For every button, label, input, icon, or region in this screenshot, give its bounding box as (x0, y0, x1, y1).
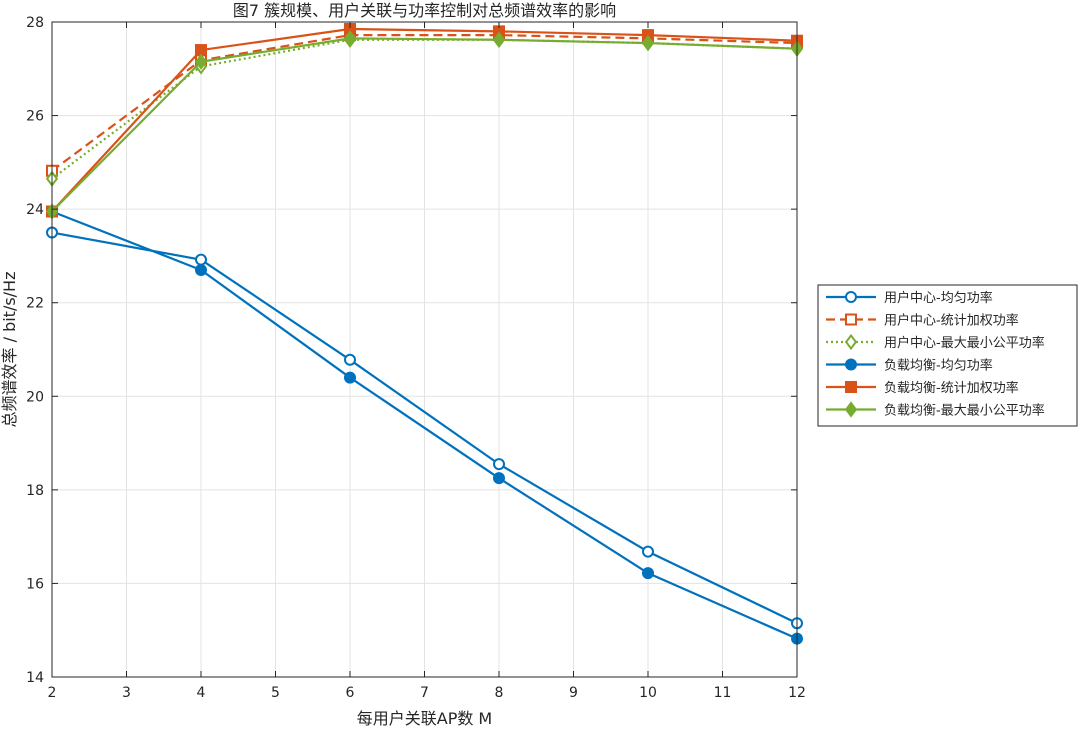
y-tick-label: 14 (26, 670, 44, 686)
x-tick-label: 7 (420, 685, 429, 701)
x-axis-label: 每用户关联AP数 M (357, 709, 493, 728)
x-tick-label: 2 (48, 685, 57, 701)
y-tick-label: 22 (26, 296, 44, 312)
legend-box (817, 284, 1078, 427)
x-tick-label: 11 (714, 685, 732, 701)
legend-label: 负载均衡-均匀功率 (884, 358, 993, 374)
data-point (641, 34, 655, 52)
series-line (51, 37, 798, 213)
y-tick-label: 20 (26, 389, 44, 405)
x-tick-label: 5 (271, 685, 280, 701)
data-point (493, 472, 505, 485)
legend-label: 负载均衡-统计加权功率 (884, 380, 1019, 396)
legend-label: 用户中心-最大最小公平功率 (884, 335, 1045, 351)
legend-item: 用户中心-最大最小公平功率 (826, 333, 1045, 351)
legend-item: 用户中心-均匀功率 (826, 290, 993, 306)
x-tick-label: 6 (346, 685, 355, 701)
legend-item: 负载均衡-均匀功率 (826, 358, 993, 374)
x-tick-label: 10 (639, 685, 657, 701)
grid (51, 21, 798, 678)
x-tick-label: 9 (569, 685, 578, 701)
data-point (845, 381, 857, 393)
series-line (51, 210, 798, 640)
data-point (844, 333, 858, 351)
data-point (642, 545, 654, 558)
series-line (51, 33, 798, 172)
chart-title: 图7 簇规模、用户关联与功率控制对总频谱效率的影响 (233, 1, 616, 20)
data-point (642, 567, 654, 580)
data-point (492, 31, 506, 48)
series-line (51, 27, 798, 213)
data-point (195, 263, 207, 276)
y-axis-label: 总频谱效率 / bit/s/Hz (0, 272, 19, 428)
legend-item: 用户中心-统计加权功率 (826, 313, 1019, 329)
axis-ticks: 2 3 4 5 6 7 8 9 10 11 12 14 16 18 20 22 24 26 28 (26, 15, 806, 701)
data-point (493, 458, 505, 471)
x-tick-label: 12 (788, 685, 806, 701)
data-point (344, 353, 356, 366)
y-tick-label: 24 (26, 202, 44, 218)
data-point (194, 53, 208, 70)
legend-label: 用户中心-统计加权功率 (884, 313, 1019, 329)
y-tick-label: 28 (26, 15, 44, 31)
data-point (344, 371, 356, 384)
data-point (343, 30, 357, 47)
plot-lines (45, 23, 804, 645)
data-point (195, 44, 207, 57)
data-point (845, 313, 857, 326)
x-tick-label: 8 (495, 685, 504, 701)
legend-item: 负载均衡-最大最小公平功率 (826, 401, 1045, 419)
data-point (195, 253, 207, 266)
series-line (51, 231, 798, 625)
y-tick-label: 16 (26, 576, 44, 592)
x-tick-label: 3 (122, 685, 131, 701)
y-tick-label: 18 (26, 483, 44, 499)
data-point (845, 358, 857, 371)
legend-item: 负载均衡-统计加权功率 (826, 380, 1019, 396)
legend: 用户中心-均匀功率用户中心-统计加权功率用户中心-最大最小公平功率负载均衡-均匀… (817, 284, 1078, 427)
data-point (845, 291, 857, 303)
series (45, 30, 804, 220)
data-point (844, 401, 858, 418)
y-tick-label: 26 (26, 109, 44, 125)
legend-label: 负载均衡-最大最小公平功率 (884, 403, 1045, 419)
legend-label: 用户中心-均匀功率 (884, 290, 993, 306)
x-tick-label: 4 (197, 685, 206, 701)
